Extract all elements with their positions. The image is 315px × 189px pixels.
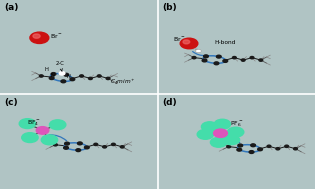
Circle shape — [54, 144, 57, 146]
Circle shape — [237, 148, 242, 151]
Circle shape — [267, 145, 271, 147]
Text: Br$^-$: Br$^-$ — [50, 32, 63, 40]
Circle shape — [39, 75, 43, 77]
Circle shape — [210, 137, 227, 147]
Text: BF$_4^-$: BF$_4^-$ — [27, 118, 41, 128]
Circle shape — [216, 55, 221, 58]
Circle shape — [223, 135, 240, 145]
Circle shape — [259, 59, 263, 61]
Circle shape — [84, 146, 89, 149]
Circle shape — [30, 32, 49, 43]
Circle shape — [241, 59, 245, 61]
Circle shape — [196, 49, 201, 53]
Circle shape — [250, 57, 254, 59]
Text: Br$^-$: Br$^-$ — [173, 35, 186, 43]
Circle shape — [183, 40, 190, 44]
Circle shape — [61, 80, 66, 83]
Text: (b): (b) — [162, 3, 177, 12]
Circle shape — [76, 149, 81, 152]
Text: N: N — [51, 73, 55, 78]
Circle shape — [201, 122, 218, 132]
Circle shape — [19, 119, 36, 129]
Circle shape — [214, 62, 219, 65]
Text: N: N — [67, 74, 71, 79]
Circle shape — [106, 77, 110, 80]
Circle shape — [49, 120, 66, 130]
Circle shape — [70, 78, 75, 81]
Circle shape — [294, 148, 297, 150]
Text: PF$_6^-$: PF$_6^-$ — [230, 120, 243, 129]
Text: (d): (d) — [162, 98, 177, 107]
Circle shape — [214, 119, 231, 129]
Circle shape — [258, 148, 262, 151]
Circle shape — [227, 127, 244, 137]
Circle shape — [22, 133, 38, 143]
Circle shape — [36, 127, 49, 134]
Circle shape — [64, 73, 69, 76]
Circle shape — [97, 75, 101, 77]
Text: H: H — [45, 67, 49, 72]
Circle shape — [89, 77, 92, 80]
Text: (c): (c) — [4, 98, 17, 107]
Circle shape — [285, 145, 289, 147]
Circle shape — [202, 59, 207, 62]
Circle shape — [80, 75, 83, 77]
Circle shape — [41, 135, 58, 145]
Circle shape — [77, 142, 82, 145]
Circle shape — [203, 55, 208, 58]
Circle shape — [49, 77, 54, 80]
Text: (a): (a) — [4, 3, 18, 12]
Circle shape — [120, 146, 124, 148]
Circle shape — [51, 73, 56, 75]
Circle shape — [238, 144, 243, 147]
Circle shape — [214, 129, 227, 137]
Text: C$_4$mim$^+$: C$_4$mim$^+$ — [110, 77, 136, 87]
Circle shape — [64, 146, 68, 149]
Circle shape — [192, 57, 196, 59]
Circle shape — [223, 60, 228, 62]
Circle shape — [251, 144, 255, 147]
Text: 2-C: 2-C — [55, 61, 64, 72]
Circle shape — [103, 146, 106, 148]
Circle shape — [33, 34, 40, 38]
Circle shape — [65, 142, 69, 145]
Circle shape — [232, 57, 236, 59]
Circle shape — [197, 129, 214, 139]
Circle shape — [112, 143, 115, 146]
Circle shape — [59, 72, 65, 75]
Text: H-bond: H-bond — [214, 40, 236, 45]
Circle shape — [227, 146, 231, 148]
Circle shape — [276, 148, 280, 150]
Circle shape — [94, 143, 98, 146]
Circle shape — [249, 151, 254, 153]
Circle shape — [180, 38, 198, 49]
